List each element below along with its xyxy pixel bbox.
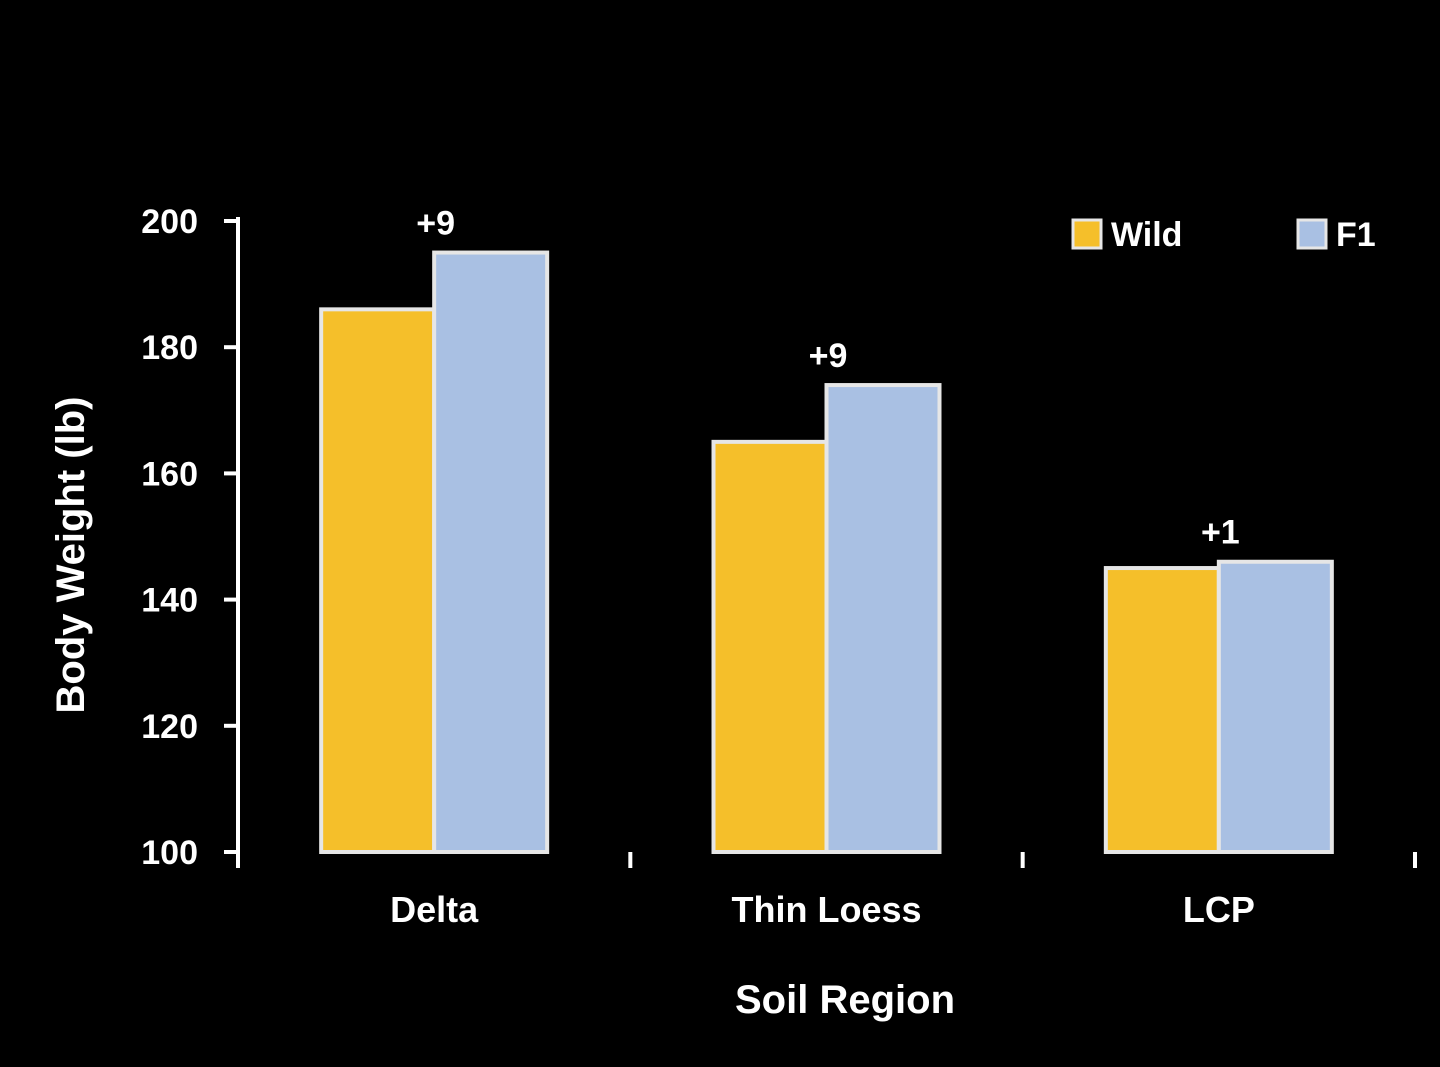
difference-label: +9: [416, 205, 455, 243]
difference-label: +9: [809, 337, 848, 375]
bar-f1-delta: [432, 250, 550, 855]
y-tick-label: 100: [141, 834, 198, 872]
y-tick-label: 140: [141, 582, 198, 620]
legend-label-wild: Wild: [1111, 216, 1182, 254]
axes: 100 120 140 160 180 200: [141, 203, 1417, 872]
x-category-label: Delta: [390, 889, 479, 930]
bars: [319, 250, 1334, 855]
y-tick-label: 180: [141, 329, 198, 367]
bar-f1-lcp: [1216, 559, 1334, 854]
x-axis-title: Soil Region: [735, 978, 955, 1022]
y-tick-label: 160: [141, 455, 198, 493]
bar-wild-delta: [319, 307, 437, 854]
bar-f1-thin-loess: [824, 383, 942, 854]
legend-label-f1: F1: [1336, 216, 1376, 254]
legend-swatch-wild: [1071, 218, 1103, 250]
difference-label: +1: [1201, 514, 1240, 552]
y-axis-title: Body Weight (lb): [49, 397, 93, 714]
legend: Wild F1: [1071, 216, 1376, 254]
bar-wild-lcp: [1103, 566, 1221, 854]
legend-swatch-f1: [1296, 218, 1328, 250]
labels: Delta +9 Thin Loess +9 LCP +1: [390, 205, 1255, 930]
y-tick-label: 200: [141, 203, 198, 241]
x-category-label: LCP: [1183, 889, 1255, 930]
bar-wild-thin-loess: [711, 439, 829, 854]
y-tick-label: 120: [141, 708, 198, 746]
x-category-label: Thin Loess: [731, 889, 921, 930]
